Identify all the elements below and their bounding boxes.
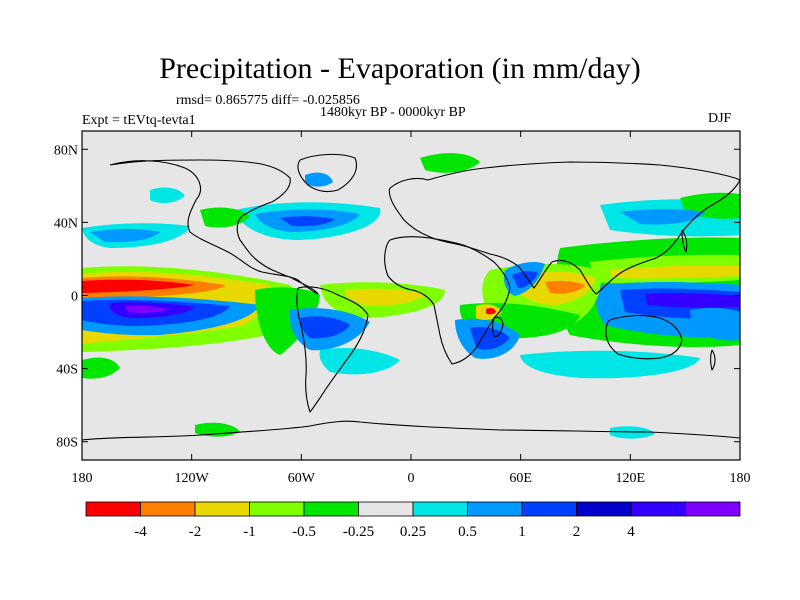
colorbar-swatch — [303, 501, 359, 517]
period-text: 1480kyr BP - 0000kyr BP — [320, 105, 466, 120]
coastline-africa — [384, 236, 511, 365]
lon-tick-label: 180 — [730, 471, 751, 486]
lat-tick-label: 80S — [56, 436, 78, 451]
field-patch — [90, 229, 160, 243]
colorbar-swatch — [521, 501, 577, 517]
coastlines — [82, 153, 740, 441]
plot-title: Precipitation - Evaporation (in mm/day) — [159, 52, 641, 85]
field-patch — [545, 281, 585, 294]
colorbar-swatch — [576, 501, 632, 517]
season-label: DJF — [708, 111, 732, 126]
field-patch — [280, 216, 335, 227]
axis-ticks: 80N 40N 0 40S 80S 180 120W 60W 0 60E 120E 180 — [54, 131, 751, 486]
colorbar-swatch — [194, 501, 250, 517]
colorbar-label: -4 — [134, 524, 147, 540]
stats-text: rmsd= 0.865775 diff= -0.025856 — [176, 93, 360, 108]
colorbar-label: -1 — [243, 524, 256, 540]
colorbar-label: 1 — [518, 524, 526, 540]
colorbar-label: -2 — [189, 524, 202, 540]
colorbar-label: 4 — [627, 524, 635, 540]
coastline-new-zealand — [709, 349, 716, 371]
colorbar-swatch — [140, 501, 196, 517]
experiment-label: Expt = tEVtq-tevta1 — [82, 113, 196, 128]
field-patch — [82, 279, 195, 293]
lon-tick-label: 0 — [408, 471, 415, 486]
colorbar-swatch — [412, 501, 468, 517]
colorbar-label: -0.5 — [292, 524, 316, 540]
field-patch — [610, 265, 740, 279]
coastline-eurasia — [388, 161, 740, 295]
lon-tick-label: 60W — [288, 471, 316, 486]
field-patch — [150, 187, 185, 204]
colorbar-swatch — [358, 501, 414, 517]
lat-tick-label: 0 — [71, 290, 78, 305]
coastline-south-america — [296, 286, 369, 413]
colorbar-swatch — [630, 501, 686, 517]
colorbar-label: 0.25 — [400, 524, 426, 540]
lat-tick-label: 40N — [54, 216, 78, 231]
field-patch — [319, 348, 400, 375]
field-patch — [620, 209, 705, 225]
colorbar: -4 -2 -1 -0.5 -0.25 0.25 0.5 1 2 4 — [85, 501, 741, 540]
coastline-north-america — [109, 159, 319, 295]
coastline-australia — [605, 315, 683, 360]
field-patch — [690, 307, 740, 341]
lat-tick-label: 80N — [54, 143, 78, 158]
field-patch — [255, 287, 320, 355]
field-patch — [305, 172, 333, 187]
lon-tick-label: 60E — [509, 471, 532, 486]
coastline-japan — [681, 229, 688, 253]
field-patch — [645, 293, 740, 308]
colorbar-label: 0.5 — [458, 524, 477, 540]
field-patches — [82, 153, 740, 439]
field-patch — [345, 288, 425, 306]
field-patch — [299, 316, 350, 339]
lon-tick-label: 120W — [175, 471, 210, 486]
lat-tick-label: 40S — [56, 363, 78, 378]
field-patch — [520, 350, 700, 379]
lon-tick-label: 180 — [72, 471, 93, 486]
coastline-greenland — [297, 153, 357, 193]
field-patch — [486, 308, 496, 315]
field-patch — [512, 270, 538, 288]
field-patch — [420, 153, 480, 173]
colorbar-label: -0.25 — [343, 524, 374, 540]
coastline-antarctica — [82, 420, 740, 441]
colorbar-swatch — [85, 501, 141, 517]
colorbar-swatch — [249, 501, 305, 517]
field-patch — [82, 357, 120, 379]
lon-tick-label: 120E — [616, 471, 646, 486]
colorbar-swatch — [685, 501, 741, 517]
coastline-madagascar — [491, 316, 504, 337]
colorbar-label: 2 — [573, 524, 581, 540]
field-patch — [125, 305, 168, 313]
colorbar-swatch — [467, 501, 523, 517]
